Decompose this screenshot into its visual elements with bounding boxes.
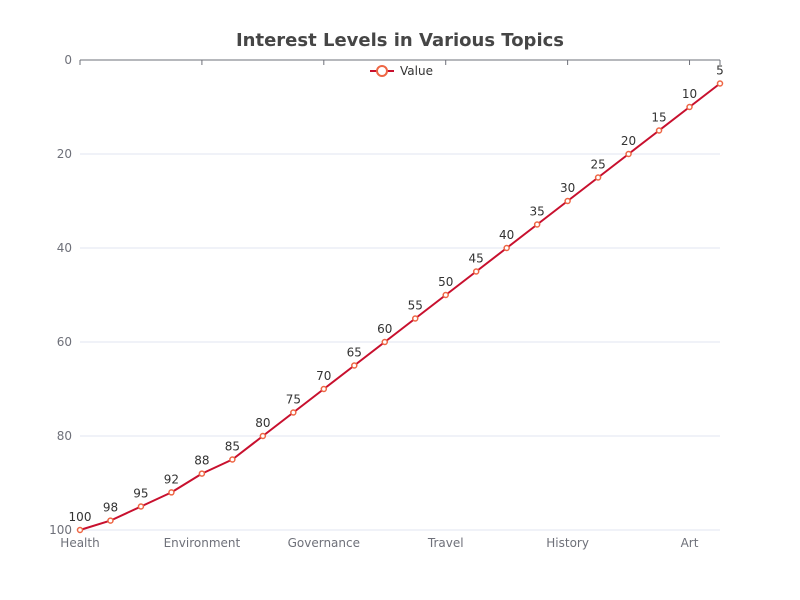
y-tick-label: 80	[57, 429, 72, 443]
data-label: 5	[716, 64, 724, 78]
y-tick-label: 20	[57, 147, 72, 161]
legend-line-marker-icon	[370, 65, 394, 77]
data-label: 50	[438, 275, 453, 289]
data-label: 55	[408, 299, 423, 313]
data-label: 25	[590, 158, 605, 172]
data-label: 20	[621, 134, 636, 148]
data-point[interactable]	[229, 456, 236, 463]
data-point[interactable]	[594, 174, 602, 181]
data-label: 30	[560, 181, 575, 195]
y-tick-label: 60	[57, 335, 72, 349]
y-tick-label: 0	[64, 53, 72, 67]
data-point[interactable]	[472, 268, 480, 275]
chart-title: Interest Levels in Various Topics	[235, 30, 564, 51]
data-label: 10	[682, 87, 697, 101]
data-point[interactable]	[137, 503, 145, 510]
data-point[interactable]	[290, 409, 297, 416]
data-point[interactable]	[351, 362, 358, 369]
data-point[interactable]	[686, 103, 693, 111]
data-point[interactable]	[381, 338, 389, 346]
data-point[interactable]	[503, 244, 510, 252]
data-point[interactable]	[320, 385, 328, 393]
series-line	[79, 82, 721, 531]
data-label: 40	[499, 228, 514, 242]
data-point[interactable]	[533, 221, 541, 228]
data-label: 100	[69, 510, 92, 524]
data-label: 60	[377, 322, 392, 336]
data-point[interactable]	[625, 150, 632, 158]
data-label: 80	[255, 416, 270, 430]
data-point[interactable]	[564, 197, 571, 205]
data-label: 65	[347, 346, 362, 360]
data-label: 75	[286, 393, 301, 407]
data-label: 70	[316, 369, 331, 383]
data-label: 35	[530, 205, 545, 219]
data-point[interactable]	[411, 315, 419, 322]
data-label: 98	[103, 501, 118, 515]
data-label: 15	[651, 111, 666, 125]
x-tick-label: Art	[681, 536, 699, 550]
data-label: 85	[225, 440, 240, 454]
x-tick-label: Governance	[288, 536, 360, 550]
data-label: 92	[164, 472, 179, 486]
x-tick-label: Travel	[427, 536, 464, 550]
data-point[interactable]	[198, 470, 206, 477]
data-point[interactable]	[168, 489, 175, 496]
data-point[interactable]	[716, 80, 724, 87]
data-label: 95	[133, 487, 148, 501]
legend[interactable]: Value	[370, 62, 433, 80]
x-tick-label: Environment	[164, 536, 241, 550]
y-tick-label: 40	[57, 241, 72, 255]
data-point[interactable]	[107, 517, 114, 524]
data-point[interactable]	[76, 526, 84, 534]
data-point[interactable]	[442, 291, 449, 299]
data-label: 45	[469, 252, 484, 266]
data-point[interactable]	[655, 127, 663, 134]
x-tick-label: History	[546, 536, 589, 550]
y-tick-label: 100	[49, 523, 72, 537]
legend-label: Value	[400, 64, 433, 78]
data-point[interactable]	[259, 432, 267, 440]
x-tick-label: Health	[60, 536, 99, 550]
data-label: 88	[194, 454, 209, 468]
